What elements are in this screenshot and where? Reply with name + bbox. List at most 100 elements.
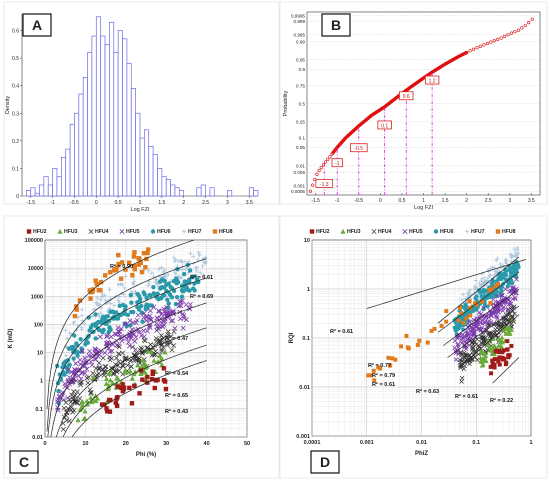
x-tick-label: 0.5 (115, 200, 122, 206)
y-tick-label: 0.95 (296, 57, 305, 62)
marker-hfu4 (462, 359, 468, 365)
marker-hfu6 (190, 274, 195, 279)
marker-hfu4 (78, 382, 84, 388)
probability-point (315, 172, 319, 176)
marker-hfu6 (466, 310, 471, 315)
marker-hfu4 (73, 399, 79, 405)
x-tick-label: 1.5 (158, 200, 165, 206)
y-tick-label: 0.9995 (291, 14, 305, 19)
marker-hfu8 (132, 250, 137, 255)
marker-hfu5 (79, 370, 85, 376)
marker-hfu6 (157, 279, 163, 284)
histogram-bar (30, 187, 36, 197)
marker-hfu5 (164, 311, 170, 317)
marker-hfu5 (510, 285, 516, 291)
marker-hfu8 (126, 260, 132, 265)
marker-hfu2 (496, 348, 501, 353)
histogram-bar (78, 93, 84, 197)
marker-hfu6 (463, 302, 468, 307)
marker-hfu4 (159, 348, 165, 354)
marker-hfu7 (482, 279, 487, 284)
marker-hfu4 (489, 330, 494, 336)
marker-hfu4 (171, 329, 177, 334)
marker-hfu3 (487, 345, 493, 350)
marker-hfu3 (503, 325, 509, 330)
marker-hfu4 (459, 362, 464, 367)
marker-hfu7 (463, 296, 468, 301)
marker-hfu6 (66, 362, 72, 368)
marker-hfu8 (399, 344, 404, 349)
marker-hfu3 (103, 381, 110, 386)
histogram-bar (165, 179, 171, 197)
marker-hfu3 (94, 395, 101, 401)
marker-hfu7 (161, 270, 166, 275)
marker-hfu7 (79, 327, 84, 332)
marker-hfu2 (505, 339, 510, 344)
marker-hfu2 (492, 365, 497, 370)
marker-hfu5 (501, 298, 507, 304)
x-tick-label: -0.5 (70, 200, 79, 206)
legend-label: HFU2 (316, 229, 330, 235)
marker-hfu5 (136, 329, 142, 335)
marker-hfu6 (433, 229, 439, 234)
marker-hfu5 (488, 310, 494, 316)
marker-hfu7 (133, 289, 138, 294)
histogram-bar (74, 112, 80, 197)
marker-hfu4 (116, 351, 122, 357)
marker-hfu7 (161, 274, 166, 279)
histogram-bar (69, 123, 75, 197)
marker-hfu4 (496, 331, 502, 336)
marker-hfu4 (493, 327, 498, 332)
marker-hfu8 (98, 279, 104, 285)
marker-hfu4 (169, 347, 175, 353)
marker-hfu7 (80, 307, 85, 312)
marker-hfu6 (106, 329, 111, 335)
marker-hfu2 (509, 343, 514, 348)
marker-hfu3 (82, 408, 88, 414)
marker-hfu7 (202, 260, 207, 265)
marker-hfu8 (458, 305, 463, 310)
marker-hfu7 (179, 275, 184, 280)
marker-hfu3 (162, 349, 168, 355)
x-tick-label: 0 (43, 441, 46, 447)
marker-hfu7 (479, 279, 484, 284)
marker-hfu2 (115, 384, 120, 389)
marker-hfu5 (129, 326, 135, 332)
marker-hfu7 (67, 331, 72, 336)
marker-hfu7 (467, 288, 472, 293)
marker-hfu5 (133, 320, 139, 326)
marker-hfu4 (458, 349, 464, 355)
marker-hfu7 (116, 298, 121, 303)
marker-hfu5 (106, 345, 112, 351)
marker-hfu5 (127, 318, 133, 324)
marker-hfu2 (488, 364, 493, 369)
marker-hfu4 (79, 379, 84, 385)
r2-label: R² = 0.47 (165, 335, 188, 342)
marker-hfu3 (499, 344, 505, 349)
marker-hfu5 (92, 346, 98, 352)
marker-hfu5 (161, 322, 167, 328)
marker-hfu7 (201, 273, 206, 278)
marker-hfu6 (142, 292, 147, 297)
marker-hfu8 (88, 296, 93, 301)
legend-label: HFU3 (347, 229, 361, 235)
fit-line (71, 360, 207, 437)
marker-hfu4 (63, 400, 69, 406)
marker-hfu5 (114, 342, 120, 348)
marker-hfu3 (114, 375, 120, 380)
marker-hfu4 (120, 350, 125, 356)
marker-hfu7 (157, 266, 162, 271)
marker-hfu4 (509, 305, 514, 310)
marker-hfu3 (479, 350, 484, 356)
x-tick-label: 40 (204, 441, 210, 447)
r2-label: R² = 0.22 (490, 397, 513, 404)
marker-hfu3 (148, 348, 154, 354)
panel-label-text: C (19, 454, 29, 470)
marker-hfu5 (506, 297, 511, 303)
marker-hfu7 (498, 261, 503, 266)
histogram-bar (52, 168, 58, 197)
fit-line (46, 258, 207, 432)
marker-hfu4 (458, 365, 463, 370)
histogram-bar (152, 154, 158, 197)
marker-hfu5 (177, 299, 183, 305)
